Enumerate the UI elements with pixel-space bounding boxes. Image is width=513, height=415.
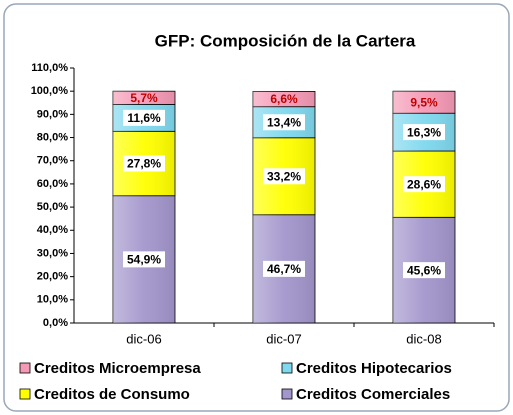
- x-tick-label: dic-08: [406, 331, 441, 346]
- value-label-box: [263, 114, 305, 131]
- value-label: 13,4%: [267, 115, 301, 129]
- value-label: 46,7%: [267, 262, 301, 276]
- y-tick-label: 20,0%: [37, 271, 68, 283]
- legend-swatch: [19, 362, 31, 374]
- y-tick-label: 0,0%: [43, 317, 68, 329]
- y-tick-label: 110,0%: [31, 62, 68, 74]
- value-label: 45,6%: [407, 263, 441, 277]
- y-tick-label: 80,0%: [37, 131, 68, 143]
- y-tick-label: 40,0%: [37, 224, 68, 236]
- y-tick-label: 60,0%: [37, 178, 68, 190]
- y-tick-label: 50,0%: [37, 201, 68, 213]
- value-label-box: [403, 176, 445, 193]
- x-tick-label: dic-06: [126, 331, 161, 346]
- y-tick-label: 70,0%: [37, 155, 68, 167]
- chart-title: GFP: Composición de la Cartera: [155, 31, 416, 50]
- value-label: 54,9%: [127, 253, 161, 267]
- value-label-box: [123, 155, 165, 172]
- legend-label: Creditos Microempresa: [34, 360, 201, 377]
- bar-shine: [393, 91, 455, 114]
- value-label: 16,3%: [407, 125, 441, 139]
- value-label-box: [123, 251, 165, 268]
- value-label-box: [263, 168, 305, 185]
- value-label: 6,6%: [270, 92, 298, 106]
- y-tick-label: 100,0%: [31, 85, 69, 97]
- bar-shine: [113, 91, 175, 105]
- value-label-box: [403, 124, 445, 141]
- value-label: 11,6%: [127, 111, 161, 125]
- legend-label: Creditos de Consumo: [34, 386, 190, 403]
- legend-swatch: [19, 388, 31, 400]
- legend-swatch: [281, 388, 293, 400]
- value-label: 28,6%: [407, 177, 441, 191]
- value-label: 27,8%: [127, 157, 161, 171]
- value-label-box: [403, 262, 445, 279]
- y-tick-label: 30,0%: [37, 247, 68, 259]
- value-label: 9,5%: [410, 95, 438, 109]
- value-label-box: [123, 109, 165, 126]
- x-tick-label: dic-07: [266, 331, 301, 346]
- value-label: 33,2%: [267, 169, 301, 183]
- bar-shine: [253, 91, 315, 107]
- legend-label: Creditos Comerciales: [296, 386, 450, 403]
- legend-label: Creditos Hipotecarios: [296, 360, 452, 377]
- legend-swatch: [281, 362, 293, 374]
- y-tick-label: 10,0%: [37, 294, 68, 306]
- y-tick-label: 90,0%: [37, 108, 68, 120]
- value-label: 5,7%: [130, 91, 158, 105]
- value-label-box: [263, 260, 305, 277]
